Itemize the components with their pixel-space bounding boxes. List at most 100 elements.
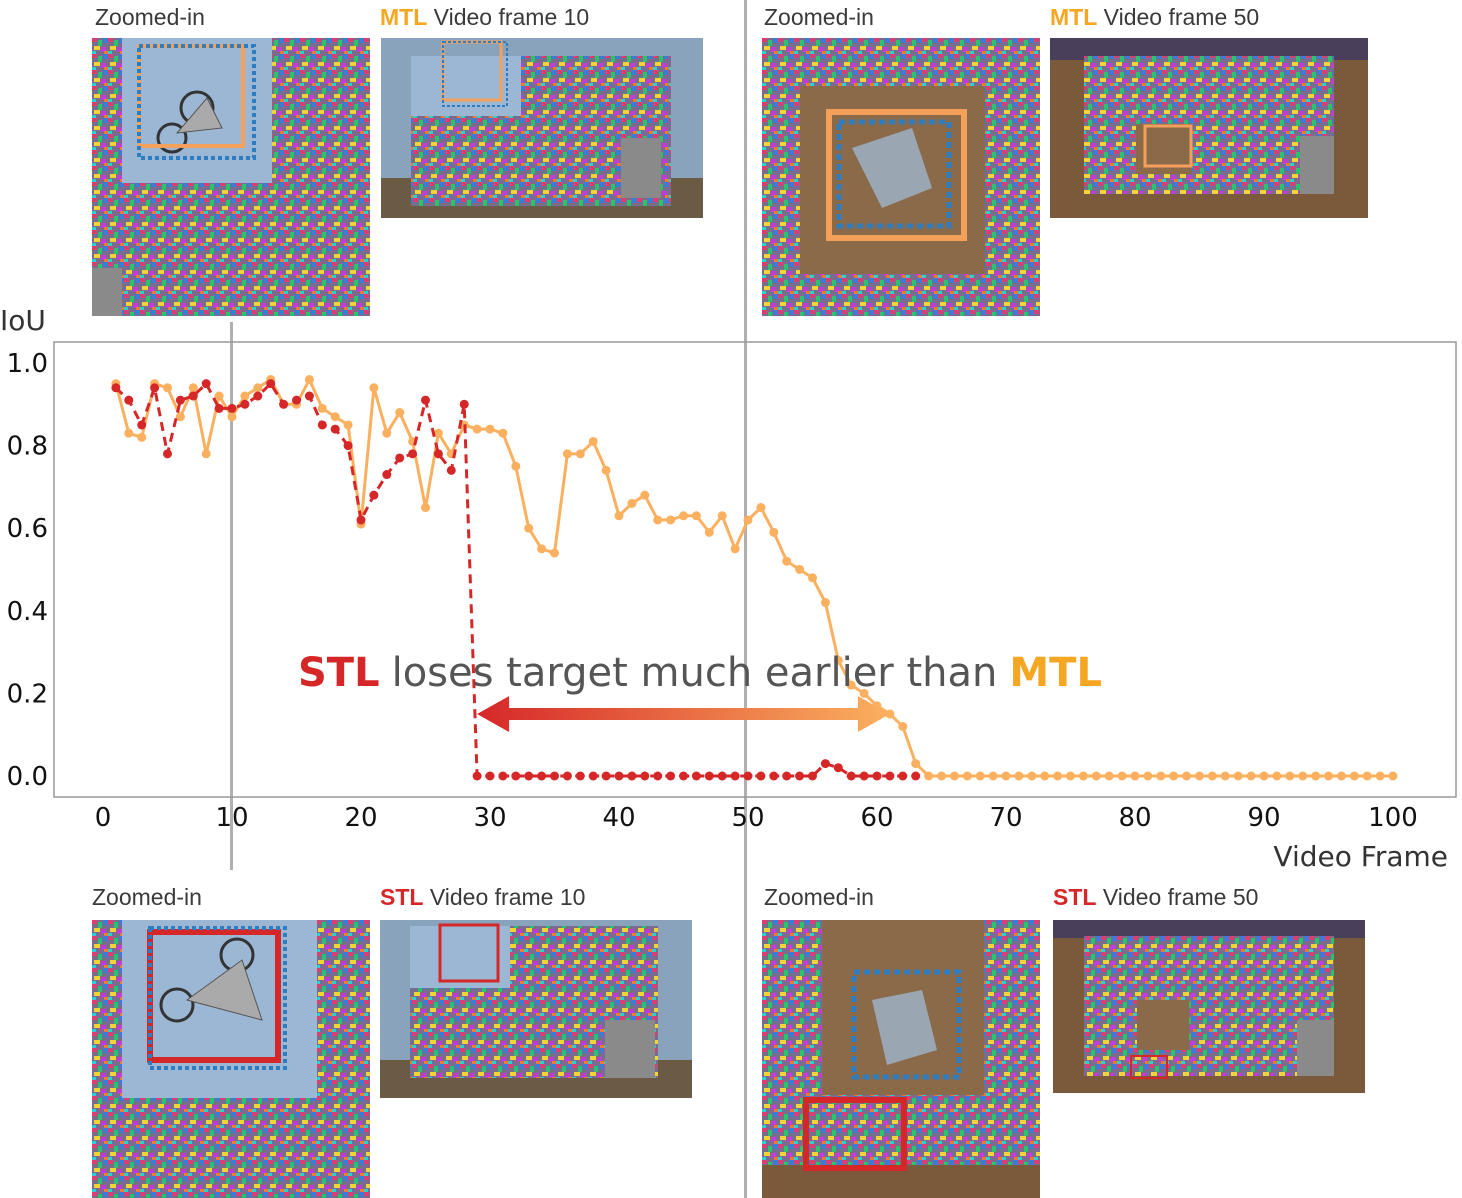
x-tick-label: 30: [473, 803, 506, 833]
data-point-stl: [614, 771, 624, 781]
data-point-stl: [524, 771, 534, 781]
data-point-mtl: [562, 449, 572, 459]
x-tick-label: 10: [215, 803, 248, 833]
data-point-mtl: [1143, 771, 1153, 781]
data-point-stl: [575, 771, 585, 781]
data-point-mtl: [1053, 771, 1063, 781]
data-point-mtl: [1349, 771, 1359, 781]
x-tick-label: 80: [1118, 803, 1151, 833]
mtl-zoom-frame-50-image: [762, 38, 1040, 316]
data-point-stl: [859, 771, 869, 781]
stl-frame-10-label: STL Video frame 10: [380, 884, 586, 910]
stl-video-frame-50-image: [1053, 920, 1365, 1093]
stl-zoom-frame-10-image: [92, 920, 370, 1198]
data-point-mtl: [240, 391, 250, 401]
data-point-stl: [627, 771, 637, 781]
data-point-stl: [679, 771, 688, 781]
data-point-stl: [266, 379, 276, 389]
mtl-video-frame-50-image: [1050, 38, 1368, 218]
data-point-stl: [446, 465, 456, 475]
data-point-stl: [588, 771, 598, 781]
data-point-stl: [188, 391, 198, 401]
x-tick-label: 100: [1368, 803, 1418, 833]
data-point-stl: [240, 399, 250, 409]
data-point-mtl: [691, 511, 701, 521]
data-point-mtl: [395, 408, 405, 418]
data-point-mtl: [421, 503, 430, 513]
data-point-mtl: [833, 655, 843, 665]
data-point-stl: [846, 771, 856, 781]
data-point-stl: [872, 771, 882, 781]
data-point-stl: [150, 383, 160, 393]
data-point-stl: [369, 490, 379, 500]
data-point-stl: [601, 771, 611, 781]
data-point-stl: [163, 449, 172, 459]
data-point-mtl: [898, 721, 908, 731]
data-point-mtl: [640, 490, 650, 500]
mtl-frame-50-label: MTL Video frame 50: [1050, 4, 1260, 30]
data-point-stl: [124, 395, 134, 405]
data-point-stl: [395, 453, 405, 463]
data-point-stl: [885, 771, 895, 781]
data-point-mtl: [1040, 771, 1050, 781]
data-point-stl: [459, 399, 469, 409]
y-axis-label: IoU: [0, 304, 46, 337]
x-tick-label: 0: [95, 803, 112, 833]
data-point-mtl: [1285, 771, 1295, 781]
data-point-stl: [330, 424, 340, 434]
data-point-mtl: [317, 403, 327, 413]
y-tick-label: 0.0: [7, 762, 48, 792]
data-point-mtl: [137, 432, 147, 442]
y-tick-label: 0.6: [7, 514, 48, 544]
data-point-mtl: [1246, 771, 1256, 781]
data-point-mtl: [214, 391, 224, 401]
data-point-mtl: [666, 515, 676, 525]
data-point-mtl: [330, 412, 340, 422]
annotation-mtl: MTL: [1009, 650, 1102, 696]
data-point-mtl: [859, 688, 869, 698]
data-point-mtl: [163, 383, 172, 393]
data-point-stl: [485, 771, 495, 781]
data-point-stl: [537, 771, 547, 781]
data-point-stl: [175, 395, 185, 405]
mtl-zoom-50-label: Zoomed-in: [764, 4, 874, 30]
data-point-mtl: [1324, 771, 1333, 781]
data-point-mtl: [201, 449, 211, 459]
data-point-mtl: [1233, 771, 1243, 781]
frame-10-marker-line: [230, 322, 233, 870]
series-line-mtl: [114, 376, 1393, 778]
data-point-mtl: [1259, 771, 1269, 781]
annotation-middle: loses target much earlier than: [392, 650, 998, 696]
data-point-mtl: [679, 511, 688, 521]
x-tick-label: 40: [602, 803, 635, 833]
data-point-stl: [498, 771, 508, 781]
data-point-mtl: [550, 548, 559, 558]
data-point-mtl: [1091, 771, 1101, 781]
y-tick-label: 1.0: [7, 349, 48, 379]
data-point-stl: [317, 420, 327, 430]
data-point-mtl: [588, 436, 598, 446]
stl-zoom-50-label: Zoomed-in: [764, 884, 874, 910]
data-point-mtl: [1117, 771, 1127, 781]
data-point-mtl: [988, 771, 998, 781]
data-point-stl: [743, 771, 753, 781]
data-point-stl: [756, 771, 766, 781]
data-point-stl: [214, 403, 224, 413]
data-point-mtl: [795, 565, 805, 574]
data-point-mtl: [911, 759, 921, 769]
data-point-mtl: [485, 424, 495, 434]
data-point-mtl: [743, 515, 753, 525]
data-point-mtl: [1388, 771, 1398, 781]
data-point-mtl: [124, 428, 134, 438]
data-point-stl: [898, 771, 908, 781]
data-point-mtl: [627, 498, 637, 508]
data-point-stl: [782, 771, 792, 781]
data-point-stl: [808, 771, 817, 781]
data-point-stl: [227, 403, 237, 413]
plot-frame: [53, 341, 1457, 798]
data-point-stl: [343, 441, 353, 451]
stl-frame-50-label: STL Video frame 50: [1053, 884, 1259, 910]
mtl-zoom-10-label: Zoomed-in: [95, 4, 205, 30]
data-point-stl: [769, 771, 779, 781]
